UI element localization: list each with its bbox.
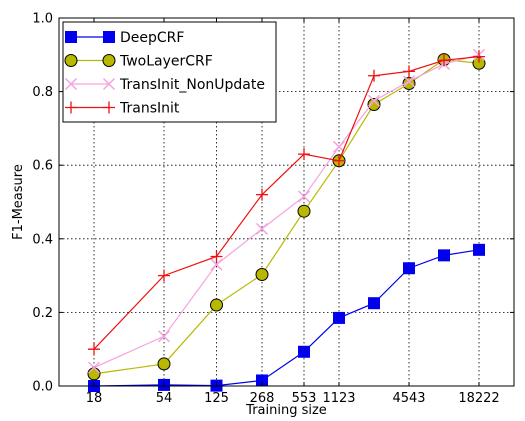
data-point — [88, 343, 100, 356]
data-point — [87, 361, 101, 374]
legend-label: TransInit — [119, 101, 180, 117]
data-point — [255, 222, 269, 235]
legend-item: TransInit — [65, 101, 180, 117]
y-tick-label: 0.4 — [32, 232, 53, 247]
x-tick-label: 18 — [86, 391, 103, 406]
x-tick-label: 4543 — [392, 391, 425, 406]
data-point — [333, 311, 345, 324]
legend-marker — [103, 101, 115, 114]
data-point — [157, 330, 171, 343]
x-tick-label: 54 — [156, 391, 173, 406]
legend-marker — [64, 54, 78, 67]
data-point — [473, 50, 485, 63]
legend-marker — [65, 101, 77, 114]
y-axis: 0.0 0.2 0.4 0.6 0.8 1.0 — [32, 12, 514, 395]
x-axis: 18 54 125 268 553 1123 4543 18222 — [86, 18, 500, 406]
y-tick-label: 0.8 — [32, 85, 53, 100]
legend-marker — [102, 54, 116, 67]
data-point — [210, 258, 223, 271]
y-tick-label: 1.0 — [32, 12, 53, 27]
legend-label: TransInit_NonUpdate — [119, 77, 265, 93]
legend-box — [62, 21, 277, 123]
legend-marker — [64, 77, 78, 91]
legend-item: DeepCRF — [65, 30, 184, 46]
data-point — [87, 367, 101, 381]
y-tick-label: 0.2 — [32, 306, 53, 321]
data-point — [210, 298, 223, 312]
legend-label: DeepCRF — [120, 30, 184, 46]
data-point — [298, 148, 310, 161]
series-line — [93, 58, 480, 375]
legend-marker — [65, 31, 77, 43]
series-line — [93, 54, 480, 369]
y-tick-label: 0.0 — [32, 380, 53, 395]
data-point — [256, 188, 268, 201]
x-tick-label: 1123 — [322, 391, 355, 406]
x-axis-label: Training size — [245, 403, 327, 418]
data-point — [298, 345, 310, 358]
data-point — [367, 94, 381, 107]
data-point — [367, 97, 381, 111]
x-tick-label: 125 — [204, 391, 229, 406]
y-tick-label: 0.6 — [32, 159, 53, 174]
legend-marker — [102, 77, 116, 91]
data-point — [438, 249, 450, 262]
legend-marker — [103, 31, 115, 43]
data-point — [210, 250, 223, 263]
x-tick-label: 268 — [250, 391, 275, 406]
plot-frame — [58, 17, 515, 387]
series-deepcrf — [88, 243, 485, 392]
data-point — [333, 154, 345, 167]
x-tick-label: 18222 — [458, 391, 499, 406]
legend-label: TwoLayerCRF — [119, 54, 213, 70]
plot-area — [87, 48, 486, 392]
data-point — [297, 190, 311, 203]
data-point — [438, 54, 450, 67]
series-line — [93, 56, 480, 350]
x-tick-label: 553 — [292, 391, 317, 406]
data-point — [158, 269, 170, 282]
data-point — [255, 267, 269, 281]
data-point — [403, 65, 415, 78]
data-point — [402, 77, 416, 91]
legend-item: TwoLayerCRF — [64, 54, 213, 70]
data-point — [402, 75, 416, 88]
y-axis-label: F1-Measure — [11, 164, 26, 240]
data-point — [473, 243, 485, 256]
legend: DeepCRF TwoLayerCRF TransInit_NonUpdate Tra… — [62, 21, 277, 123]
legend-item: TransInit_NonUpdate — [64, 77, 265, 93]
data-point — [368, 297, 380, 310]
data-point — [403, 262, 415, 275]
data-point — [157, 357, 171, 371]
data-point — [368, 69, 380, 82]
data-point — [297, 204, 311, 218]
series-transinit — [88, 50, 485, 356]
series-line — [93, 249, 480, 387]
